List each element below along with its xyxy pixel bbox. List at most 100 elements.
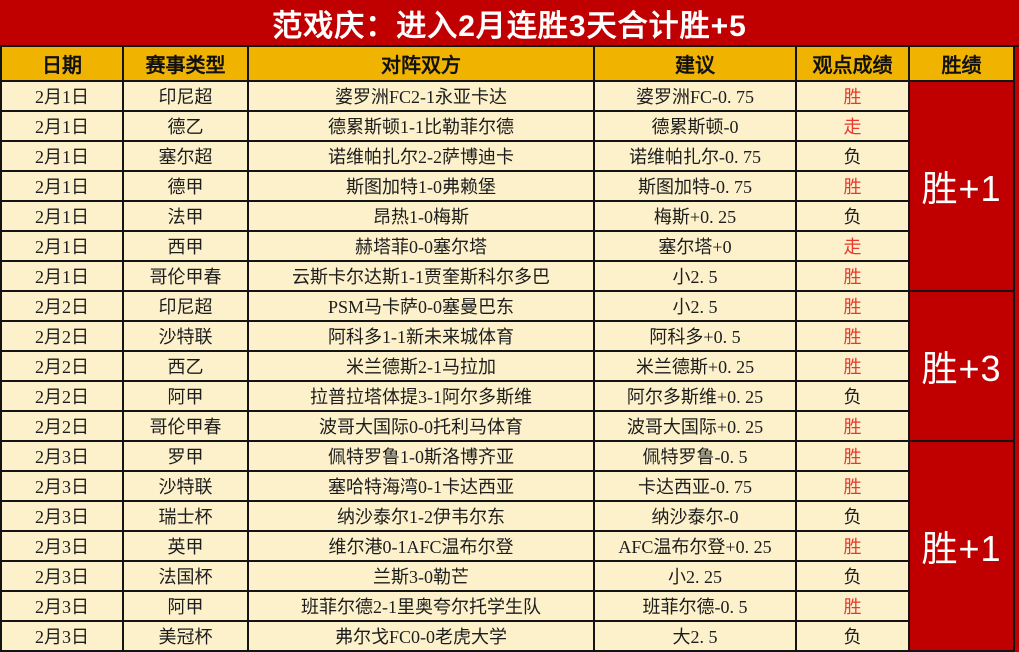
cell-match: 德累斯顿1-1比勒菲尔德 bbox=[249, 112, 595, 142]
cell-league: 法甲 bbox=[124, 202, 249, 232]
cell-suggestion: 诺维帕扎尔-0. 75 bbox=[595, 142, 797, 172]
title-banner: 范戏庆：进入2月连胜3天合计胜+5 bbox=[0, 0, 1019, 47]
banner-title: 范戏庆：进入2月连胜3天合计胜+5 bbox=[272, 9, 747, 43]
cell-suggestion: 小2. 5 bbox=[595, 262, 797, 292]
cell-date: 2月1日 bbox=[2, 142, 124, 172]
cell-date: 2月1日 bbox=[2, 202, 124, 232]
cell-match: 纳沙泰尔1-2伊韦尔东 bbox=[249, 502, 595, 532]
cell-result: 负 bbox=[797, 562, 910, 592]
cell-suggestion: 梅斯+0. 25 bbox=[595, 202, 797, 232]
cell-league: 沙特联 bbox=[124, 322, 249, 352]
column-header-3: 建议 bbox=[595, 47, 797, 82]
cell-suggestion: 阿科多+0. 5 bbox=[595, 322, 797, 352]
cell-match: 维尔港0-1AFC温布尔登 bbox=[249, 532, 595, 562]
cell-date: 2月3日 bbox=[2, 622, 124, 652]
cell-date: 2月2日 bbox=[2, 292, 124, 322]
results-table: 日期 赛事类型 对阵双方 建议 观点成绩 2月1日 印尼超 婆罗洲FC2-1永亚卡达 婆罗洲FC… bbox=[0, 47, 1015, 652]
cell-result: 胜 bbox=[797, 262, 910, 292]
cell-league: 西乙 bbox=[124, 352, 249, 382]
cell-league: 塞尔超 bbox=[124, 142, 249, 172]
cell-suggestion: 纳沙泰尔-0 bbox=[595, 502, 797, 532]
cell-league: 瑞士杯 bbox=[124, 502, 249, 532]
cell-suggestion: AFC温布尔登+0. 25 bbox=[595, 532, 797, 562]
cell-suggestion: 斯图加特-0. 75 bbox=[595, 172, 797, 202]
cell-date: 2月1日 bbox=[2, 262, 124, 292]
cell-match: PSM马卡萨0-0塞曼巴东 bbox=[249, 292, 595, 322]
cell-league: 英甲 bbox=[124, 532, 249, 562]
cell-date: 2月1日 bbox=[2, 172, 124, 202]
cell-match: 塞哈特海湾0-1卡达西亚 bbox=[249, 472, 595, 502]
cell-result: 负 bbox=[797, 382, 910, 412]
cell-result: 胜 bbox=[797, 292, 910, 322]
cell-league: 哥伦甲春 bbox=[124, 262, 249, 292]
cell-date: 2月2日 bbox=[2, 412, 124, 442]
cell-result: 胜 bbox=[797, 172, 910, 202]
column-header-5: 胜绩 bbox=[910, 47, 1015, 82]
cell-result: 走 bbox=[797, 112, 910, 142]
record-group-1: 胜+3 bbox=[910, 292, 1015, 442]
cell-date: 2月3日 bbox=[2, 562, 124, 592]
record-group-0: 胜+1 bbox=[910, 82, 1015, 292]
cell-suggestion: 班菲尔德-0. 5 bbox=[595, 592, 797, 622]
cell-league: 阿甲 bbox=[124, 382, 249, 412]
cell-league: 德乙 bbox=[124, 112, 249, 142]
cell-suggestion: 佩特罗鲁-0. 5 bbox=[595, 442, 797, 472]
cell-result: 胜 bbox=[797, 472, 910, 502]
cell-date: 2月1日 bbox=[2, 82, 124, 112]
cell-suggestion: 塞尔塔+0 bbox=[595, 232, 797, 262]
cell-date: 2月2日 bbox=[2, 382, 124, 412]
cell-date: 2月3日 bbox=[2, 592, 124, 622]
cell-match: 婆罗洲FC2-1永亚卡达 bbox=[249, 82, 595, 112]
cell-result: 胜 bbox=[797, 82, 910, 112]
cell-league: 美冠杯 bbox=[124, 622, 249, 652]
cell-league: 印尼超 bbox=[124, 292, 249, 322]
column-header-0: 日期 bbox=[2, 47, 124, 82]
cell-result: 走 bbox=[797, 232, 910, 262]
cell-date: 2月1日 bbox=[2, 112, 124, 142]
cell-league: 印尼超 bbox=[124, 82, 249, 112]
cell-match: 昂热1-0梅斯 bbox=[249, 202, 595, 232]
cell-result: 负 bbox=[797, 142, 910, 172]
cell-match: 弗尔戈FC0-0老虎大学 bbox=[249, 622, 595, 652]
cell-match: 斯图加特1-0弗赖堡 bbox=[249, 172, 595, 202]
cell-result: 负 bbox=[797, 622, 910, 652]
cell-match: 赫塔菲0-0塞尔塔 bbox=[249, 232, 595, 262]
cell-match: 班菲尔德2-1里奥夸尔托学生队 bbox=[249, 592, 595, 622]
cell-suggestion: 阿尔多斯维+0. 25 bbox=[595, 382, 797, 412]
cell-match: 米兰德斯2-1马拉加 bbox=[249, 352, 595, 382]
column-header-2: 对阵双方 bbox=[249, 47, 595, 82]
cell-league: 阿甲 bbox=[124, 592, 249, 622]
cell-date: 2月1日 bbox=[2, 232, 124, 262]
cell-suggestion: 婆罗洲FC-0. 75 bbox=[595, 82, 797, 112]
cell-league: 德甲 bbox=[124, 172, 249, 202]
cell-league: 西甲 bbox=[124, 232, 249, 262]
cell-suggestion: 小2. 5 bbox=[595, 292, 797, 322]
cell-match: 诺维帕扎尔2-2萨博迪卡 bbox=[249, 142, 595, 172]
cell-result: 胜 bbox=[797, 322, 910, 352]
table-main-grid: 日期 赛事类型 对阵双方 建议 观点成绩 2月1日 印尼超 婆罗洲FC2-1永亚卡达 婆罗洲FC… bbox=[0, 47, 910, 652]
cell-suggestion: 大2. 5 bbox=[595, 622, 797, 652]
cell-result: 胜 bbox=[797, 592, 910, 622]
cell-result: 负 bbox=[797, 202, 910, 232]
cell-league: 沙特联 bbox=[124, 472, 249, 502]
cell-date: 2月3日 bbox=[2, 472, 124, 502]
cell-date: 2月2日 bbox=[2, 352, 124, 382]
cell-league: 法国杯 bbox=[124, 562, 249, 592]
cell-league: 哥伦甲春 bbox=[124, 412, 249, 442]
cell-league: 罗甲 bbox=[124, 442, 249, 472]
cell-result: 胜 bbox=[797, 442, 910, 472]
record-column: 胜绩 胜+1 胜+3 胜+1 bbox=[910, 47, 1015, 652]
cell-suggestion: 波哥大国际+0. 25 bbox=[595, 412, 797, 442]
cell-date: 2月2日 bbox=[2, 322, 124, 352]
cell-suggestion: 卡达西亚-0. 75 bbox=[595, 472, 797, 502]
cell-result: 胜 bbox=[797, 352, 910, 382]
cell-date: 2月3日 bbox=[2, 532, 124, 562]
cell-match: 佩特罗鲁1-0斯洛博齐亚 bbox=[249, 442, 595, 472]
cell-result: 胜 bbox=[797, 532, 910, 562]
column-header-4: 观点成绩 bbox=[797, 47, 910, 82]
record-group-2: 胜+1 bbox=[910, 442, 1015, 652]
cell-date: 2月3日 bbox=[2, 442, 124, 472]
cell-match: 云斯卡尔达斯1-1贾奎斯科尔多巴 bbox=[249, 262, 595, 292]
column-header-1: 赛事类型 bbox=[124, 47, 249, 82]
